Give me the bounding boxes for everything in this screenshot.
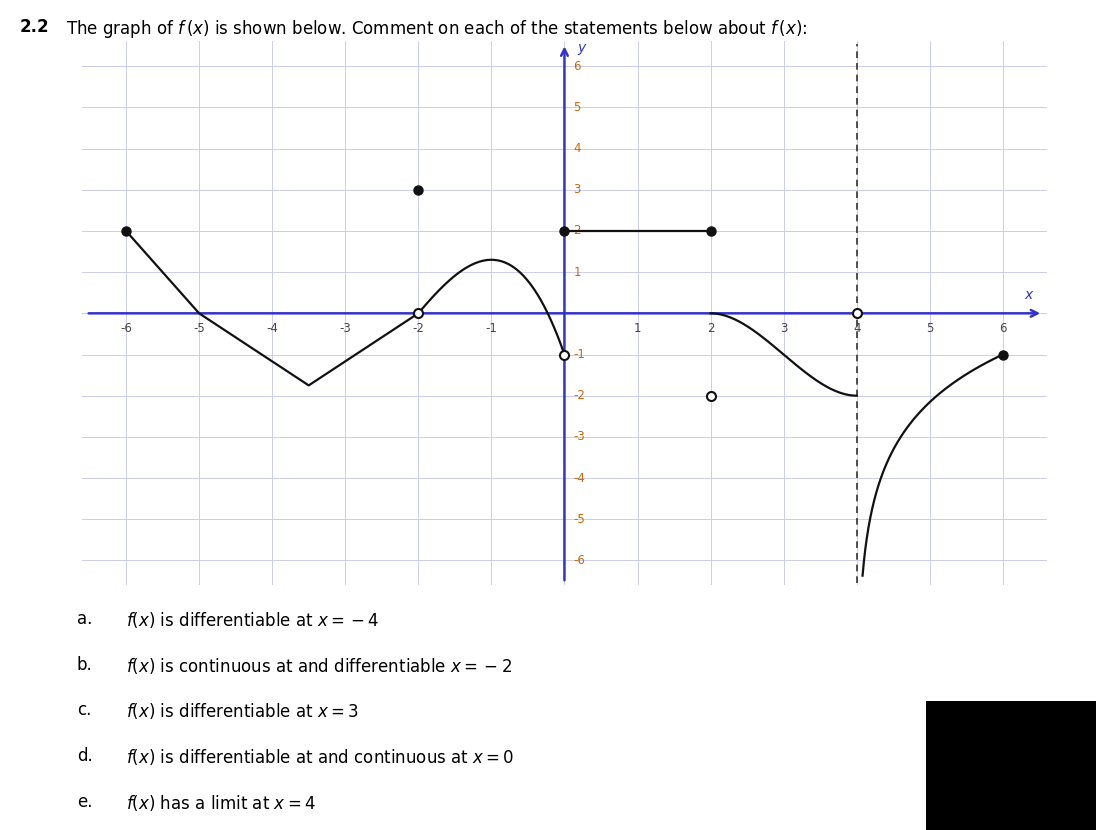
Text: -3: -3 [340,322,351,335]
Text: 3: 3 [573,183,581,196]
Text: -3: -3 [573,431,585,443]
Text: $f(x)$ is continuous at and differentiable $x = -2$: $f(x)$ is continuous at and differentiab… [126,656,512,676]
Text: d.: d. [77,747,92,765]
Text: c.: c. [77,701,91,720]
Text: 4: 4 [853,322,860,335]
Text: -1: -1 [486,322,498,335]
Text: 1: 1 [633,322,641,335]
Text: 2.2: 2.2 [20,18,49,37]
Text: The graph of $f\,(x)$ is shown below. Comment on each of the statements below ab: The graph of $f\,(x)$ is shown below. Co… [66,18,808,41]
Text: x: x [1025,288,1032,302]
Text: -6: -6 [121,322,132,335]
Text: a.: a. [77,610,92,628]
Text: -6: -6 [573,554,585,567]
Text: $f(x)$ is differentiable at and continuous at $x = 0$: $f(x)$ is differentiable at and continuo… [126,747,514,767]
Text: -2: -2 [573,389,585,403]
Text: y: y [578,41,586,55]
Text: 4: 4 [573,142,581,155]
Text: b.: b. [77,656,92,674]
Text: $f(x)$ is differentiable at $x = -4$: $f(x)$ is differentiable at $x = -4$ [126,610,379,630]
Text: 5: 5 [573,101,581,114]
Text: e.: e. [77,793,92,811]
Text: 1: 1 [573,266,581,279]
Text: 6: 6 [573,60,581,73]
Text: 2: 2 [707,322,715,335]
Text: 3: 3 [780,322,787,335]
Text: $f(x)$ has a limit at $x = 4$: $f(x)$ has a limit at $x = 4$ [126,793,316,813]
Text: -2: -2 [412,322,424,335]
Text: 2: 2 [573,224,581,237]
Text: 6: 6 [1000,322,1006,335]
Text: $f(x)$ is differentiable at $x = 3$: $f(x)$ is differentiable at $x = 3$ [126,701,358,721]
Text: -4: -4 [573,471,585,485]
Text: -5: -5 [573,513,585,525]
Text: 5: 5 [926,322,934,335]
Text: -1: -1 [573,348,585,361]
Text: -5: -5 [193,322,205,335]
Text: -4: -4 [266,322,278,335]
